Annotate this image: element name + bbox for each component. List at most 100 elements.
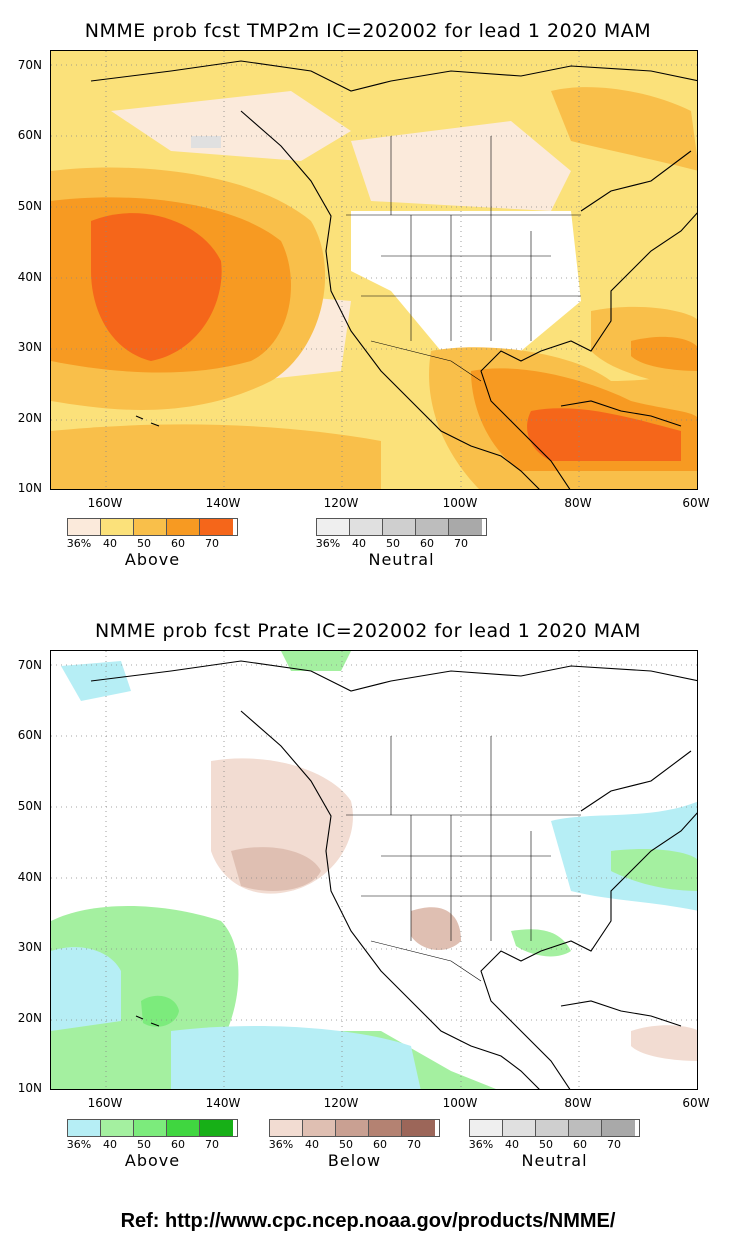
legend-neutral-temperature: 36% 40 50 60 70 Neutral — [316, 518, 487, 569]
legend-swatch — [200, 1120, 233, 1136]
legend-below-precipitation: 36% 40 50 60 70 Below — [269, 1119, 440, 1170]
legend-tick: 36% — [66, 537, 92, 550]
legend-category: Above — [124, 1151, 181, 1170]
field-40 — [511, 929, 571, 957]
legend-swatch — [134, 519, 167, 535]
legend-above-temperature: 36% 40 50 60 70 Above — [67, 518, 238, 569]
legend-tick: 40 — [103, 1138, 117, 1151]
graticule — [51, 651, 697, 1089]
legend-colorbar — [67, 518, 238, 536]
legend-tick: 40 — [103, 537, 117, 550]
legend-tick: 60 — [171, 537, 185, 550]
lon-label: 80W — [564, 496, 592, 510]
legend-swatch — [536, 1120, 569, 1136]
legend-tick: 70 — [454, 537, 468, 550]
lat-label: 60N — [17, 728, 42, 742]
lon-label: 160W — [87, 496, 123, 510]
lon-label: 160W — [87, 1096, 123, 1110]
legend-swatch — [336, 1120, 369, 1136]
coastlines — [90, 60, 697, 489]
legend-tick: 50 — [539, 1138, 553, 1151]
field-40 — [611, 849, 697, 891]
legend-swatch — [200, 519, 233, 535]
legend-swatch — [449, 519, 482, 535]
lat-label: 70N — [17, 658, 42, 672]
lon-label: 80W — [564, 1096, 592, 1110]
legend-tick: 70 — [205, 1138, 219, 1151]
lat-label: 10N — [17, 481, 42, 495]
legend-tick: 60 — [420, 537, 434, 550]
temperature-map-graphic — [51, 51, 697, 489]
lon-label: 100W — [442, 1096, 478, 1110]
coastlines — [90, 660, 697, 1089]
temperature-map-title: NMME prob fcst TMP2m IC=202002 for lead … — [84, 20, 652, 42]
field-36 — [61, 661, 131, 701]
legend-colorbar — [469, 1119, 640, 1137]
legend-swatch — [503, 1120, 536, 1136]
legend-swatch — [470, 1120, 503, 1136]
lon-label: 120W — [323, 1096, 359, 1110]
field-36 — [171, 1026, 421, 1089]
lat-label: 30N — [17, 940, 42, 954]
legend-swatch — [101, 519, 134, 535]
graticule — [51, 51, 697, 489]
field-60 — [631, 336, 697, 371]
legend-tick: 60 — [171, 1138, 185, 1151]
legend-tick: 40 — [305, 1138, 319, 1151]
field-50 — [551, 87, 697, 171]
field-below-40 — [411, 907, 461, 951]
lat-label: 40N — [17, 270, 42, 284]
legend-above-precipitation: 36% 40 50 60 70 Above — [67, 1119, 238, 1170]
legend-tick: 36% — [268, 1138, 294, 1151]
legend-tick: 36% — [468, 1138, 494, 1151]
legend-tick: 40 — [505, 1138, 519, 1151]
temperature-map — [50, 50, 698, 490]
field-70 — [91, 213, 222, 361]
legend-swatch — [134, 1120, 167, 1136]
lon-label: 140W — [205, 496, 241, 510]
precipitation-map-title: NMME prob fcst Prate IC=202002 for lead … — [94, 620, 642, 642]
legend-tick: 60 — [573, 1138, 587, 1151]
legend-tick: 70 — [205, 537, 219, 550]
lon-label: 100W — [442, 496, 478, 510]
legend-ticks: 36% 40 50 60 70 — [67, 536, 238, 550]
legend-swatch — [68, 519, 101, 535]
legend-swatch — [569, 1120, 602, 1136]
lon-label: 60W — [682, 1096, 710, 1110]
legend-tick: 50 — [137, 537, 151, 550]
legend-swatch — [303, 1120, 336, 1136]
legend-swatch — [68, 1120, 101, 1136]
legend-swatch — [350, 519, 383, 535]
lat-label: 50N — [17, 799, 42, 813]
lat-label: 20N — [17, 1011, 42, 1025]
legend-tick: 40 — [352, 537, 366, 550]
legend-colorbar — [316, 518, 487, 536]
borders — [346, 736, 581, 982]
legend-tick: 70 — [607, 1138, 621, 1151]
legend-swatch — [270, 1120, 303, 1136]
legend-swatch — [383, 519, 416, 535]
lat-label: 60N — [17, 128, 42, 142]
legend-ticks: 36% 40 50 60 70 — [269, 1137, 440, 1151]
lat-label: 30N — [17, 340, 42, 354]
legend-ticks: 36% 40 50 60 70 — [469, 1137, 640, 1151]
lat-label: 10N — [17, 1081, 42, 1095]
field-36 — [51, 947, 121, 1031]
legend-swatch — [167, 519, 200, 535]
field-36 — [111, 91, 351, 161]
field-50 — [141, 995, 179, 1027]
legend-swatch — [317, 519, 350, 535]
legend-category: Above — [124, 550, 181, 569]
legend-category: Neutral — [521, 1151, 588, 1170]
field-50 — [51, 424, 381, 489]
legend-swatch — [402, 1120, 435, 1136]
field-below-36 — [631, 1025, 697, 1061]
legend-colorbar — [67, 1119, 238, 1137]
field-40 — [281, 651, 351, 671]
field-equal-chances — [351, 211, 581, 351]
reference-link[interactable]: Ref: http://www.cpc.ncep.noaa.gov/produc… — [120, 1210, 616, 1232]
lat-label: 50N — [17, 199, 42, 213]
legend-category: Neutral — [368, 550, 435, 569]
lon-label: 60W — [682, 496, 710, 510]
lat-label: 20N — [17, 411, 42, 425]
